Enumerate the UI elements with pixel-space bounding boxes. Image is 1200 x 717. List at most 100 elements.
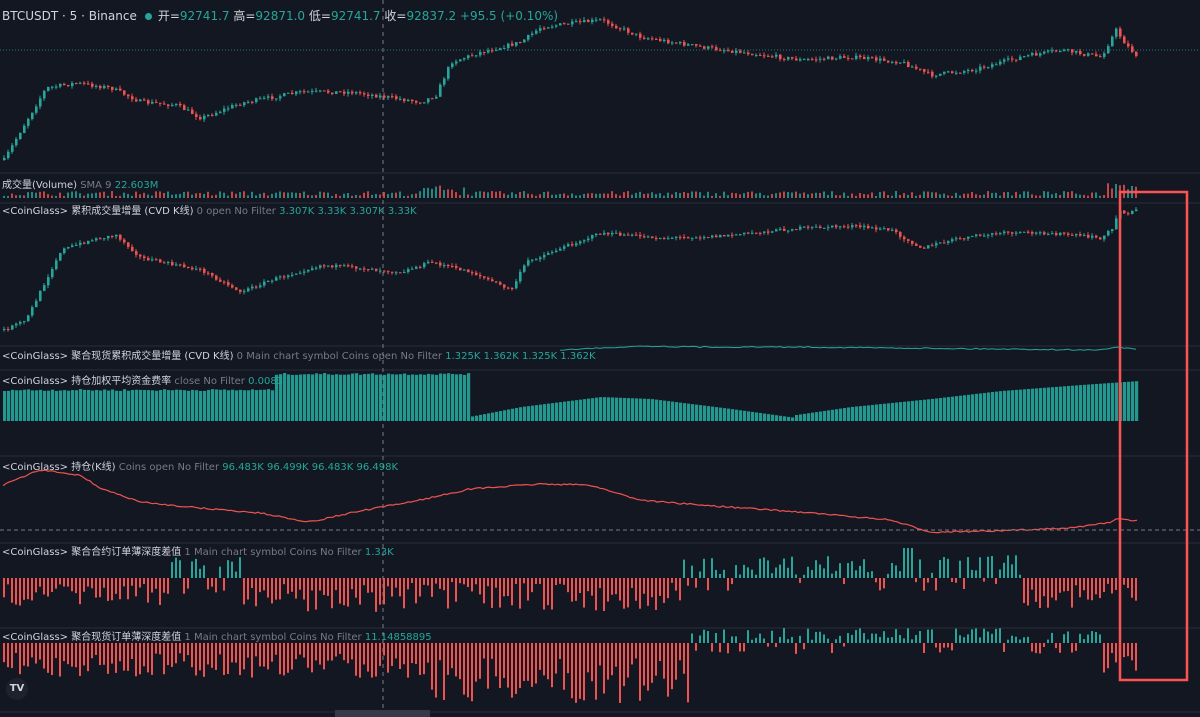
volume-bar <box>1011 195 1013 198</box>
candle-body <box>1083 54 1086 56</box>
depth-bar <box>619 578 621 601</box>
candle-body <box>555 25 558 27</box>
funding-bar <box>647 398 651 421</box>
candle-body <box>219 279 222 282</box>
depth-bar <box>587 578 589 592</box>
volume-bar <box>923 191 925 198</box>
candle-body <box>267 281 270 283</box>
funding-bar <box>191 389 195 421</box>
spot-depth-bar <box>7 643 9 668</box>
spot-cvd-params: 0 Main chart symbol Coins open No Filter <box>236 351 443 362</box>
candle-body <box>203 268 206 273</box>
depth-bar <box>699 571 701 578</box>
candle-body <box>935 75 938 77</box>
funding-bar <box>107 390 111 421</box>
spot-depth-bar <box>55 643 57 659</box>
candle-body <box>387 96 390 98</box>
symbol-title[interactable]: BTCUSDT · 5 · Binance <box>2 9 137 23</box>
candle-body <box>895 229 898 233</box>
spot-depth-bar <box>535 643 537 684</box>
depth-bar <box>607 578 609 602</box>
depth-bar <box>135 578 137 597</box>
spot-depth-bar <box>251 643 253 678</box>
funding-bar <box>175 389 179 421</box>
spot-depth-bar <box>1051 632 1053 643</box>
candle-body <box>183 105 186 111</box>
candle-body <box>443 265 446 267</box>
cvd-legend[interactable]: <CoinGlass> 累积成交量增量 (CVD K线) 0 open No F… <box>2 206 417 218</box>
depth-bar <box>807 566 809 578</box>
candle-body <box>375 94 378 98</box>
spot-depth-bar <box>1067 631 1069 643</box>
depth-bar <box>651 578 653 598</box>
funding-bar <box>911 400 915 421</box>
candle-body <box>307 91 310 93</box>
depth-bar <box>107 578 109 601</box>
candle-body <box>347 265 350 267</box>
volume-bar <box>411 194 413 198</box>
candle-body <box>635 234 638 236</box>
candle-body <box>1095 54 1098 57</box>
candle-body <box>699 237 702 239</box>
candle-body <box>479 275 482 277</box>
spot-depth-bar <box>311 643 313 673</box>
volume-legend[interactable]: 成交量(Volume) SMA 9 22.603M <box>2 180 158 192</box>
oi-name: <CoinGlass> 持仓(K线) <box>2 462 116 473</box>
funding-bar <box>63 390 67 421</box>
volume-bar <box>639 191 641 198</box>
candle-body <box>235 104 238 106</box>
spot-depth-bar <box>647 643 649 691</box>
candle-body <box>475 55 478 57</box>
candle-body <box>291 92 294 95</box>
volume-bar <box>147 194 149 198</box>
candle-body <box>503 284 506 288</box>
spot-depth-bar <box>583 643 585 701</box>
spot-depth-bar <box>579 643 581 699</box>
spot-depth-bar <box>383 643 385 656</box>
spot-depth-bar <box>547 643 549 680</box>
candle-body <box>547 27 550 29</box>
funding-bar <box>35 390 39 421</box>
candle-body <box>379 270 382 272</box>
candle-body <box>863 57 866 60</box>
funding-bar <box>427 373 431 421</box>
depth-bar <box>867 572 869 578</box>
spot-depth-bar <box>1079 633 1081 643</box>
candle-body <box>187 109 190 111</box>
funding-bar <box>499 411 503 421</box>
volume-bar <box>203 194 205 198</box>
funding-bar <box>259 389 263 421</box>
volume-bar <box>255 195 257 198</box>
tradingview-logo-icon[interactable]: TV <box>6 678 28 700</box>
candle-body <box>255 98 258 103</box>
depth-bar <box>583 578 585 608</box>
depth-bar <box>459 578 461 584</box>
depth-bar <box>775 567 777 578</box>
candle-body <box>647 38 650 40</box>
candle-body <box>55 260 58 270</box>
spot-depth-bar <box>351 643 353 660</box>
volume-bar <box>191 194 193 198</box>
volume-bar <box>935 192 937 198</box>
spot-depth-bar <box>991 633 993 643</box>
spot-depth-legend[interactable]: <CoinGlass> 聚合现货订单薄深度差值 1 Main chart sym… <box>2 632 432 644</box>
funding-legend[interactable]: <CoinGlass> 持仓加权平均资金费率 close No Filter 0… <box>2 376 283 388</box>
depth-bar <box>763 557 765 578</box>
volume-bar <box>195 193 197 198</box>
symbol-header: BTCUSDT · 5 · Binance 开=92741.7 高=92871.0… <box>2 7 558 24</box>
spot-cvd-legend[interactable]: <CoinGlass> 聚合现货累积成交量增量 (CVD K线) 0 Main … <box>2 351 596 363</box>
candle-body <box>779 54 782 60</box>
candle-body <box>543 28 546 30</box>
spot-depth-bar <box>651 643 653 683</box>
depth-bar <box>1015 555 1017 578</box>
candle-body <box>507 43 510 49</box>
funding-bar <box>611 397 615 421</box>
funding-bar <box>331 374 335 421</box>
oi-legend[interactable]: <CoinGlass> 持仓(K线) Coins open No Filter … <box>2 462 398 474</box>
spot-depth-bar <box>751 639 753 643</box>
futures-depth-legend[interactable]: <CoinGlass> 聚合合约订单薄深度差值 1 Main chart sym… <box>2 547 394 559</box>
volume-bar <box>31 191 33 198</box>
volume-name: 成交量(Volume) <box>2 180 77 191</box>
volume-bar <box>163 192 165 198</box>
